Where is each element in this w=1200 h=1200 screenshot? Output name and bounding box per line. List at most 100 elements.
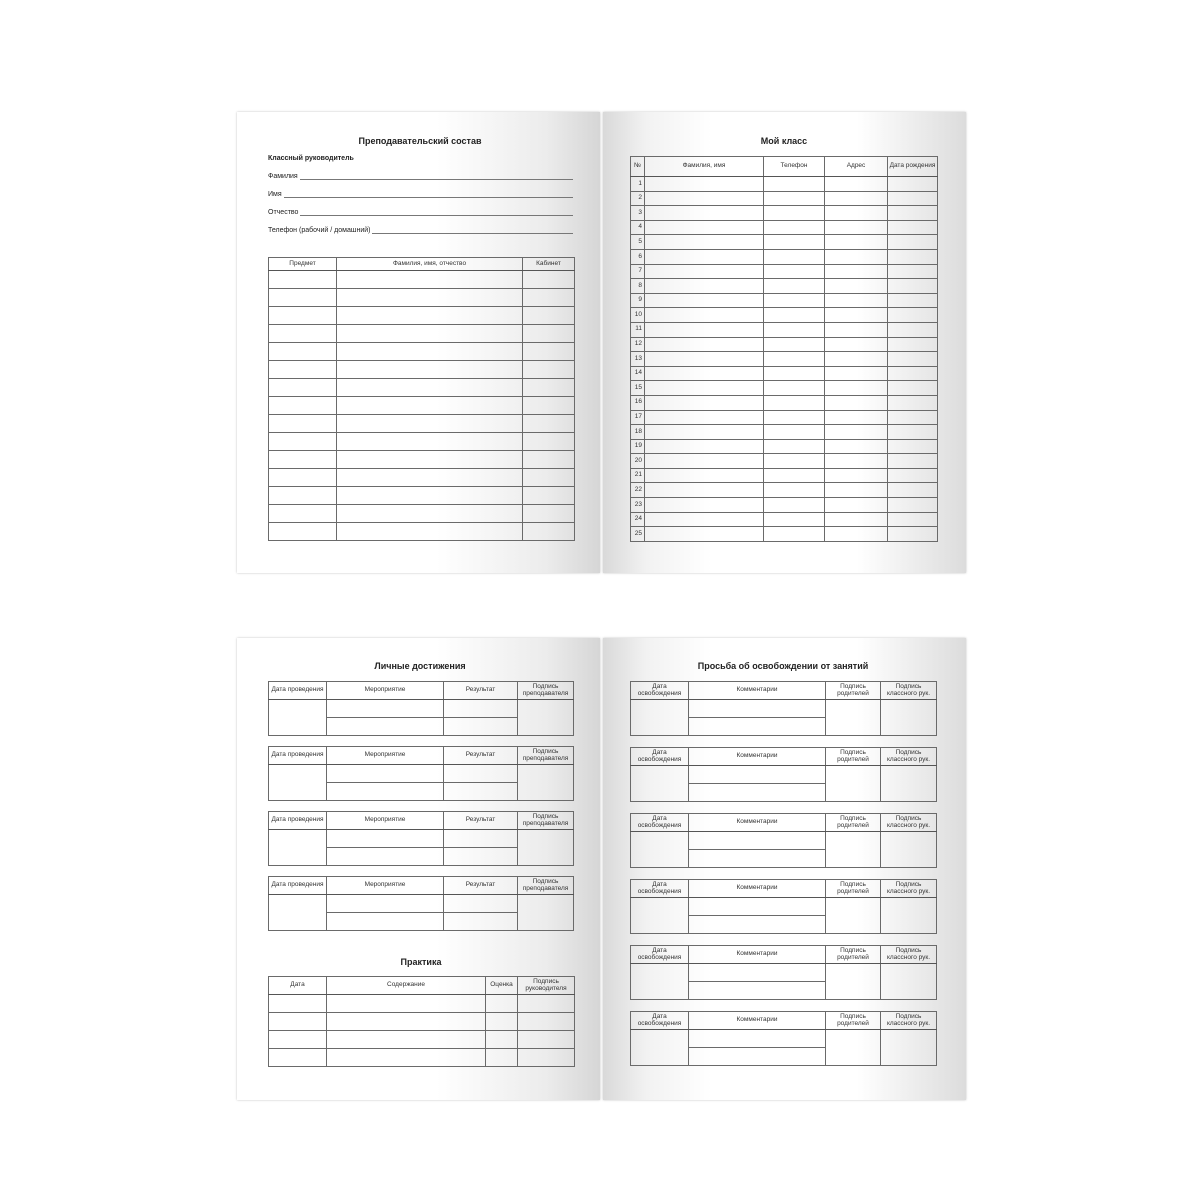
table-cell <box>880 699 937 736</box>
column-header: Результат <box>443 811 518 830</box>
table-row: 8 <box>630 278 938 294</box>
column-header: Подпись классного рук. <box>880 945 937 964</box>
table-cell <box>880 765 937 802</box>
column-header: Подпись родителей <box>825 747 881 766</box>
table-cell <box>443 912 518 931</box>
table-cell <box>644 467 764 484</box>
table-cell <box>887 336 938 353</box>
achievements-block: Дата проведения Мероприятие Результат Подпи… <box>268 811 574 866</box>
table-cell <box>824 176 888 192</box>
column-header: Подпись классного рук. <box>880 747 937 766</box>
field-line <box>299 178 573 180</box>
table-row: 21 <box>630 467 938 484</box>
column-header: Оценка <box>485 976 518 995</box>
achievements-title: Личные достижения <box>374 661 466 671</box>
column-header: Дата рождения <box>887 156 938 177</box>
table-row: 3 <box>630 205 938 221</box>
table-cell <box>326 1048 486 1067</box>
table-cell <box>887 278 938 294</box>
table-cell <box>326 847 444 866</box>
table-cell <box>336 360 523 379</box>
table-cell <box>880 963 937 1000</box>
table-cell <box>268 894 327 931</box>
table-cell <box>824 365 888 382</box>
table-cell <box>644 497 764 513</box>
table-row <box>268 378 575 397</box>
field-line <box>372 232 573 234</box>
table-cell <box>336 504 523 523</box>
table-cell <box>825 1029 881 1066</box>
table-row: 17 <box>630 409 938 426</box>
table-cell <box>630 897 689 934</box>
table-row <box>269 847 574 866</box>
table-cell <box>644 176 764 192</box>
table-row: 15 <box>630 380 938 396</box>
column-header: Комментарии <box>688 681 826 700</box>
table-cell <box>887 394 938 411</box>
column-header: Результат <box>443 746 518 765</box>
table-cell <box>326 764 444 783</box>
column-header: Подпись классного рук. <box>880 681 937 700</box>
table-cell <box>644 526 764 542</box>
table-cell <box>522 396 575 415</box>
table-cell <box>326 1030 486 1049</box>
table-row <box>268 324 575 343</box>
table-cell <box>763 307 825 323</box>
exemption-block: Дата освобождения Комментарии Подпись роди… <box>630 945 937 1000</box>
table-cell <box>517 1030 575 1049</box>
table-row <box>268 306 575 325</box>
table-cell <box>443 847 518 866</box>
table-cell <box>763 511 825 528</box>
table-cell <box>268 360 337 379</box>
table-cell <box>268 468 337 487</box>
table-row <box>268 450 575 469</box>
column-header: Кабинет <box>522 257 575 271</box>
column-header: Дата <box>268 976 327 995</box>
table-cell <box>485 1048 518 1067</box>
table-cell <box>644 190 764 207</box>
table-cell <box>644 321 764 338</box>
table-cell <box>485 1012 518 1031</box>
column-header: Подпись родителей <box>825 1011 881 1030</box>
column-header: Комментарии <box>688 945 826 964</box>
table-cell <box>824 482 888 499</box>
table-cell <box>517 699 574 736</box>
column-header: Дата освобождения <box>630 813 689 832</box>
table-row <box>268 396 575 415</box>
row-number: 19 <box>630 438 645 455</box>
table-cell <box>268 450 337 469</box>
table-cell <box>880 831 937 868</box>
table-cell <box>336 342 523 361</box>
column-header: Мероприятие <box>326 746 444 765</box>
table-cell <box>644 365 764 382</box>
table-cell <box>688 1029 826 1048</box>
table-cell <box>517 1012 575 1031</box>
column-header: Дата освобождения <box>630 1011 689 1030</box>
row-number: 24 <box>630 511 645 528</box>
table-cell <box>763 497 825 513</box>
column-header: Результат <box>443 681 518 700</box>
header-row: Дата освобождения Комментарии Подпись роди… <box>630 1011 937 1030</box>
table-cell <box>688 963 826 982</box>
field-line <box>283 196 573 198</box>
table-row <box>268 1048 575 1067</box>
table-row <box>268 414 575 433</box>
table-cell <box>517 829 574 866</box>
table-cell <box>824 467 888 484</box>
class-teacher-subtitle: Классный руководитель <box>268 155 354 162</box>
table-cell <box>887 219 938 236</box>
table-row <box>268 699 574 736</box>
table-cell <box>824 278 888 294</box>
table-cell <box>825 831 881 868</box>
table-row <box>630 963 937 1000</box>
table-cell <box>522 342 575 361</box>
column-header: Фамилия, имя <box>644 156 764 177</box>
table-cell <box>268 504 337 523</box>
table-cell <box>268 306 337 325</box>
table-cell <box>824 409 888 426</box>
table-cell <box>485 994 518 1013</box>
table-cell <box>763 176 825 192</box>
table-cell <box>763 190 825 207</box>
header-row: Дата освобождения Комментарии Подпись роди… <box>630 813 937 832</box>
column-header: Комментарии <box>688 747 826 766</box>
